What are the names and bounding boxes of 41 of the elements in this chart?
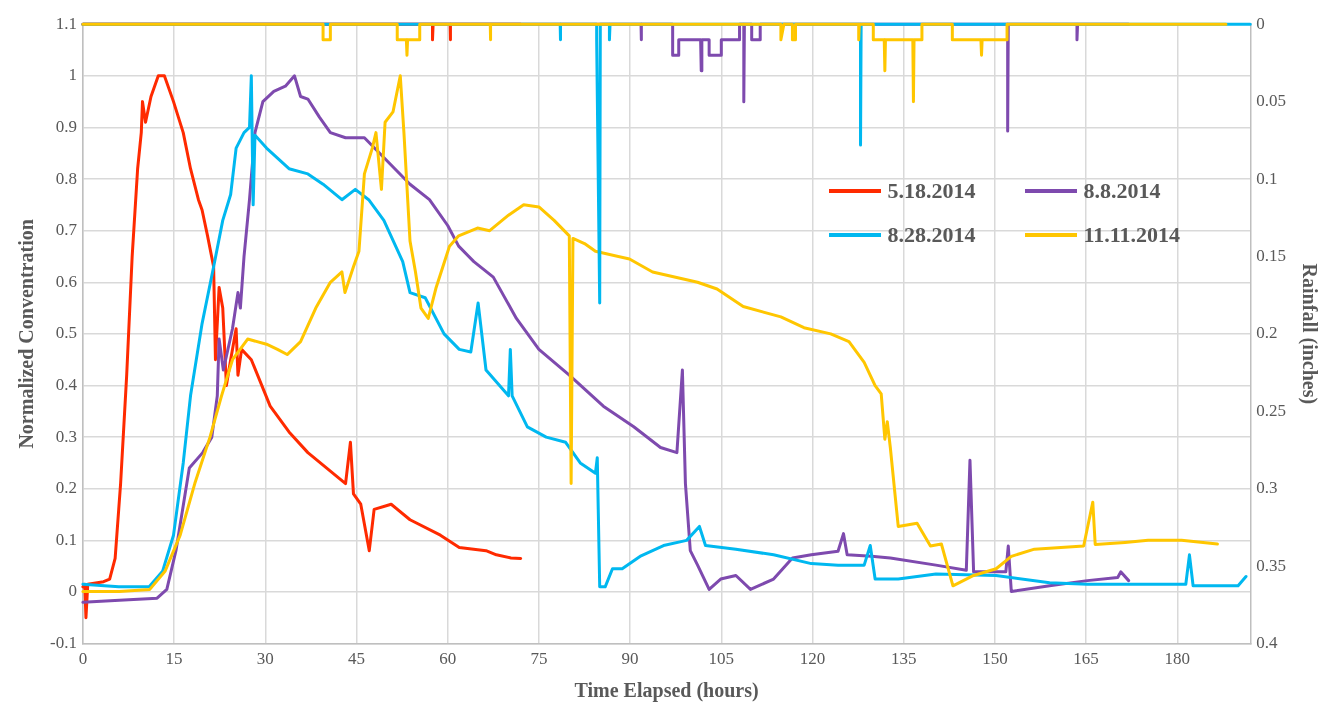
legend-label: 8.8.2014 — [1083, 178, 1161, 204]
x-tick-label: 150 — [982, 649, 1008, 669]
x-tick-label: 135 — [890, 649, 917, 669]
y-tick-label: 0.1 — [55, 529, 77, 549]
legend-label: 8.28.2014 — [887, 222, 976, 248]
y-tick-label: 1 — [68, 65, 77, 85]
x-tick-label: 120 — [799, 649, 826, 669]
y-tick-label: 0.9 — [55, 116, 77, 136]
y2-tick-label: 0.05 — [1256, 91, 1286, 111]
x-tick-label: 90 — [621, 649, 639, 669]
y-tick-label: 0.8 — [55, 168, 77, 188]
x-axis-title: Time Elapsed (hours) — [574, 679, 759, 703]
y-tick-label: 0 — [68, 581, 77, 601]
y-tick-label: 0.4 — [55, 374, 78, 394]
y-tick-label: 0.3 — [55, 426, 77, 446]
x-tick-label: 15 — [165, 649, 183, 669]
y-tick-label: 0.7 — [55, 220, 78, 240]
x-tick-label: 45 — [348, 649, 366, 669]
y-axis-title: Normalized Conventration — [15, 219, 38, 449]
y-tick-label: 1.1 — [55, 13, 77, 33]
y2-tick-label: 0.2 — [1256, 323, 1278, 343]
y2-tick-label: 0.35 — [1256, 555, 1286, 575]
x-tick-label: 165 — [1073, 649, 1099, 669]
legend-label: 5.18.2014 — [887, 178, 976, 204]
y-tick-label: 0.5 — [55, 323, 77, 343]
y2-tick-label: 0.4 — [1256, 633, 1278, 653]
y2-tick-label: 0 — [1256, 13, 1265, 33]
x-tick-label: 60 — [439, 649, 457, 669]
y2-tick-label: 0.15 — [1256, 245, 1286, 265]
y2-tick-label: 0.3 — [1256, 478, 1278, 498]
x-tick-label: 30 — [256, 649, 274, 669]
y-tick-label: 0.6 — [55, 271, 77, 291]
y-tick-label: 0.2 — [55, 478, 77, 498]
x-tick-label: 180 — [1164, 649, 1191, 669]
x-tick-label: 105 — [708, 649, 735, 669]
legend-label: 11.11.2014 — [1083, 222, 1180, 248]
y2-tick-label: 0.1 — [1256, 168, 1278, 188]
y2-tick-label: 0.25 — [1256, 400, 1286, 420]
y-tick-label: -0.1 — [49, 633, 77, 653]
x-tick-label: 75 — [530, 649, 548, 669]
y2-axis-title: Rainfall (inches) — [1297, 263, 1321, 405]
